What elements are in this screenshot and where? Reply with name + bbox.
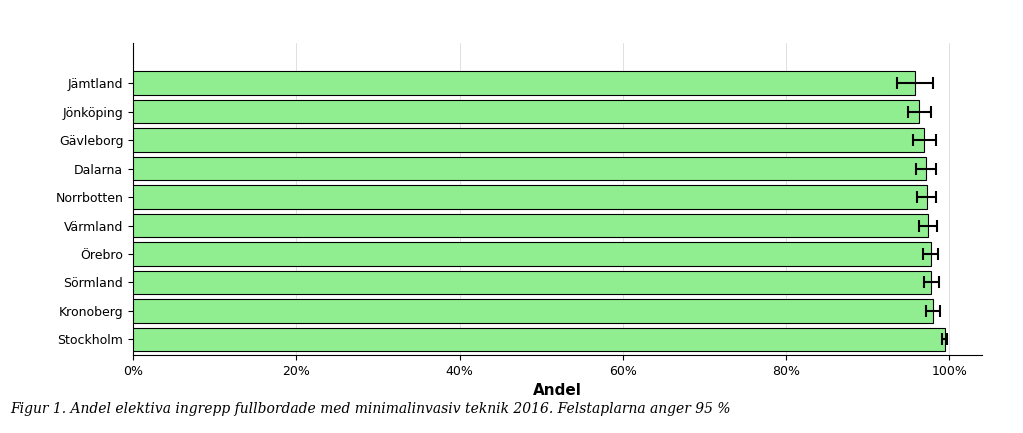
Bar: [133, 71, 916, 95]
Bar: [133, 328, 944, 351]
Bar: [133, 299, 933, 323]
Bar: [133, 242, 931, 266]
Bar: [133, 271, 932, 294]
Bar: [133, 157, 926, 180]
Bar: [133, 185, 927, 209]
X-axis label: Andel: Andel: [533, 383, 582, 398]
Bar: [133, 100, 920, 123]
Text: Figur 1. Andel elektiva ingrepp fullbordade med minimalinvasiv teknik 2016. Fels: Figur 1. Andel elektiva ingrepp fullbord…: [10, 402, 730, 416]
Bar: [133, 129, 924, 152]
Bar: [133, 214, 928, 237]
